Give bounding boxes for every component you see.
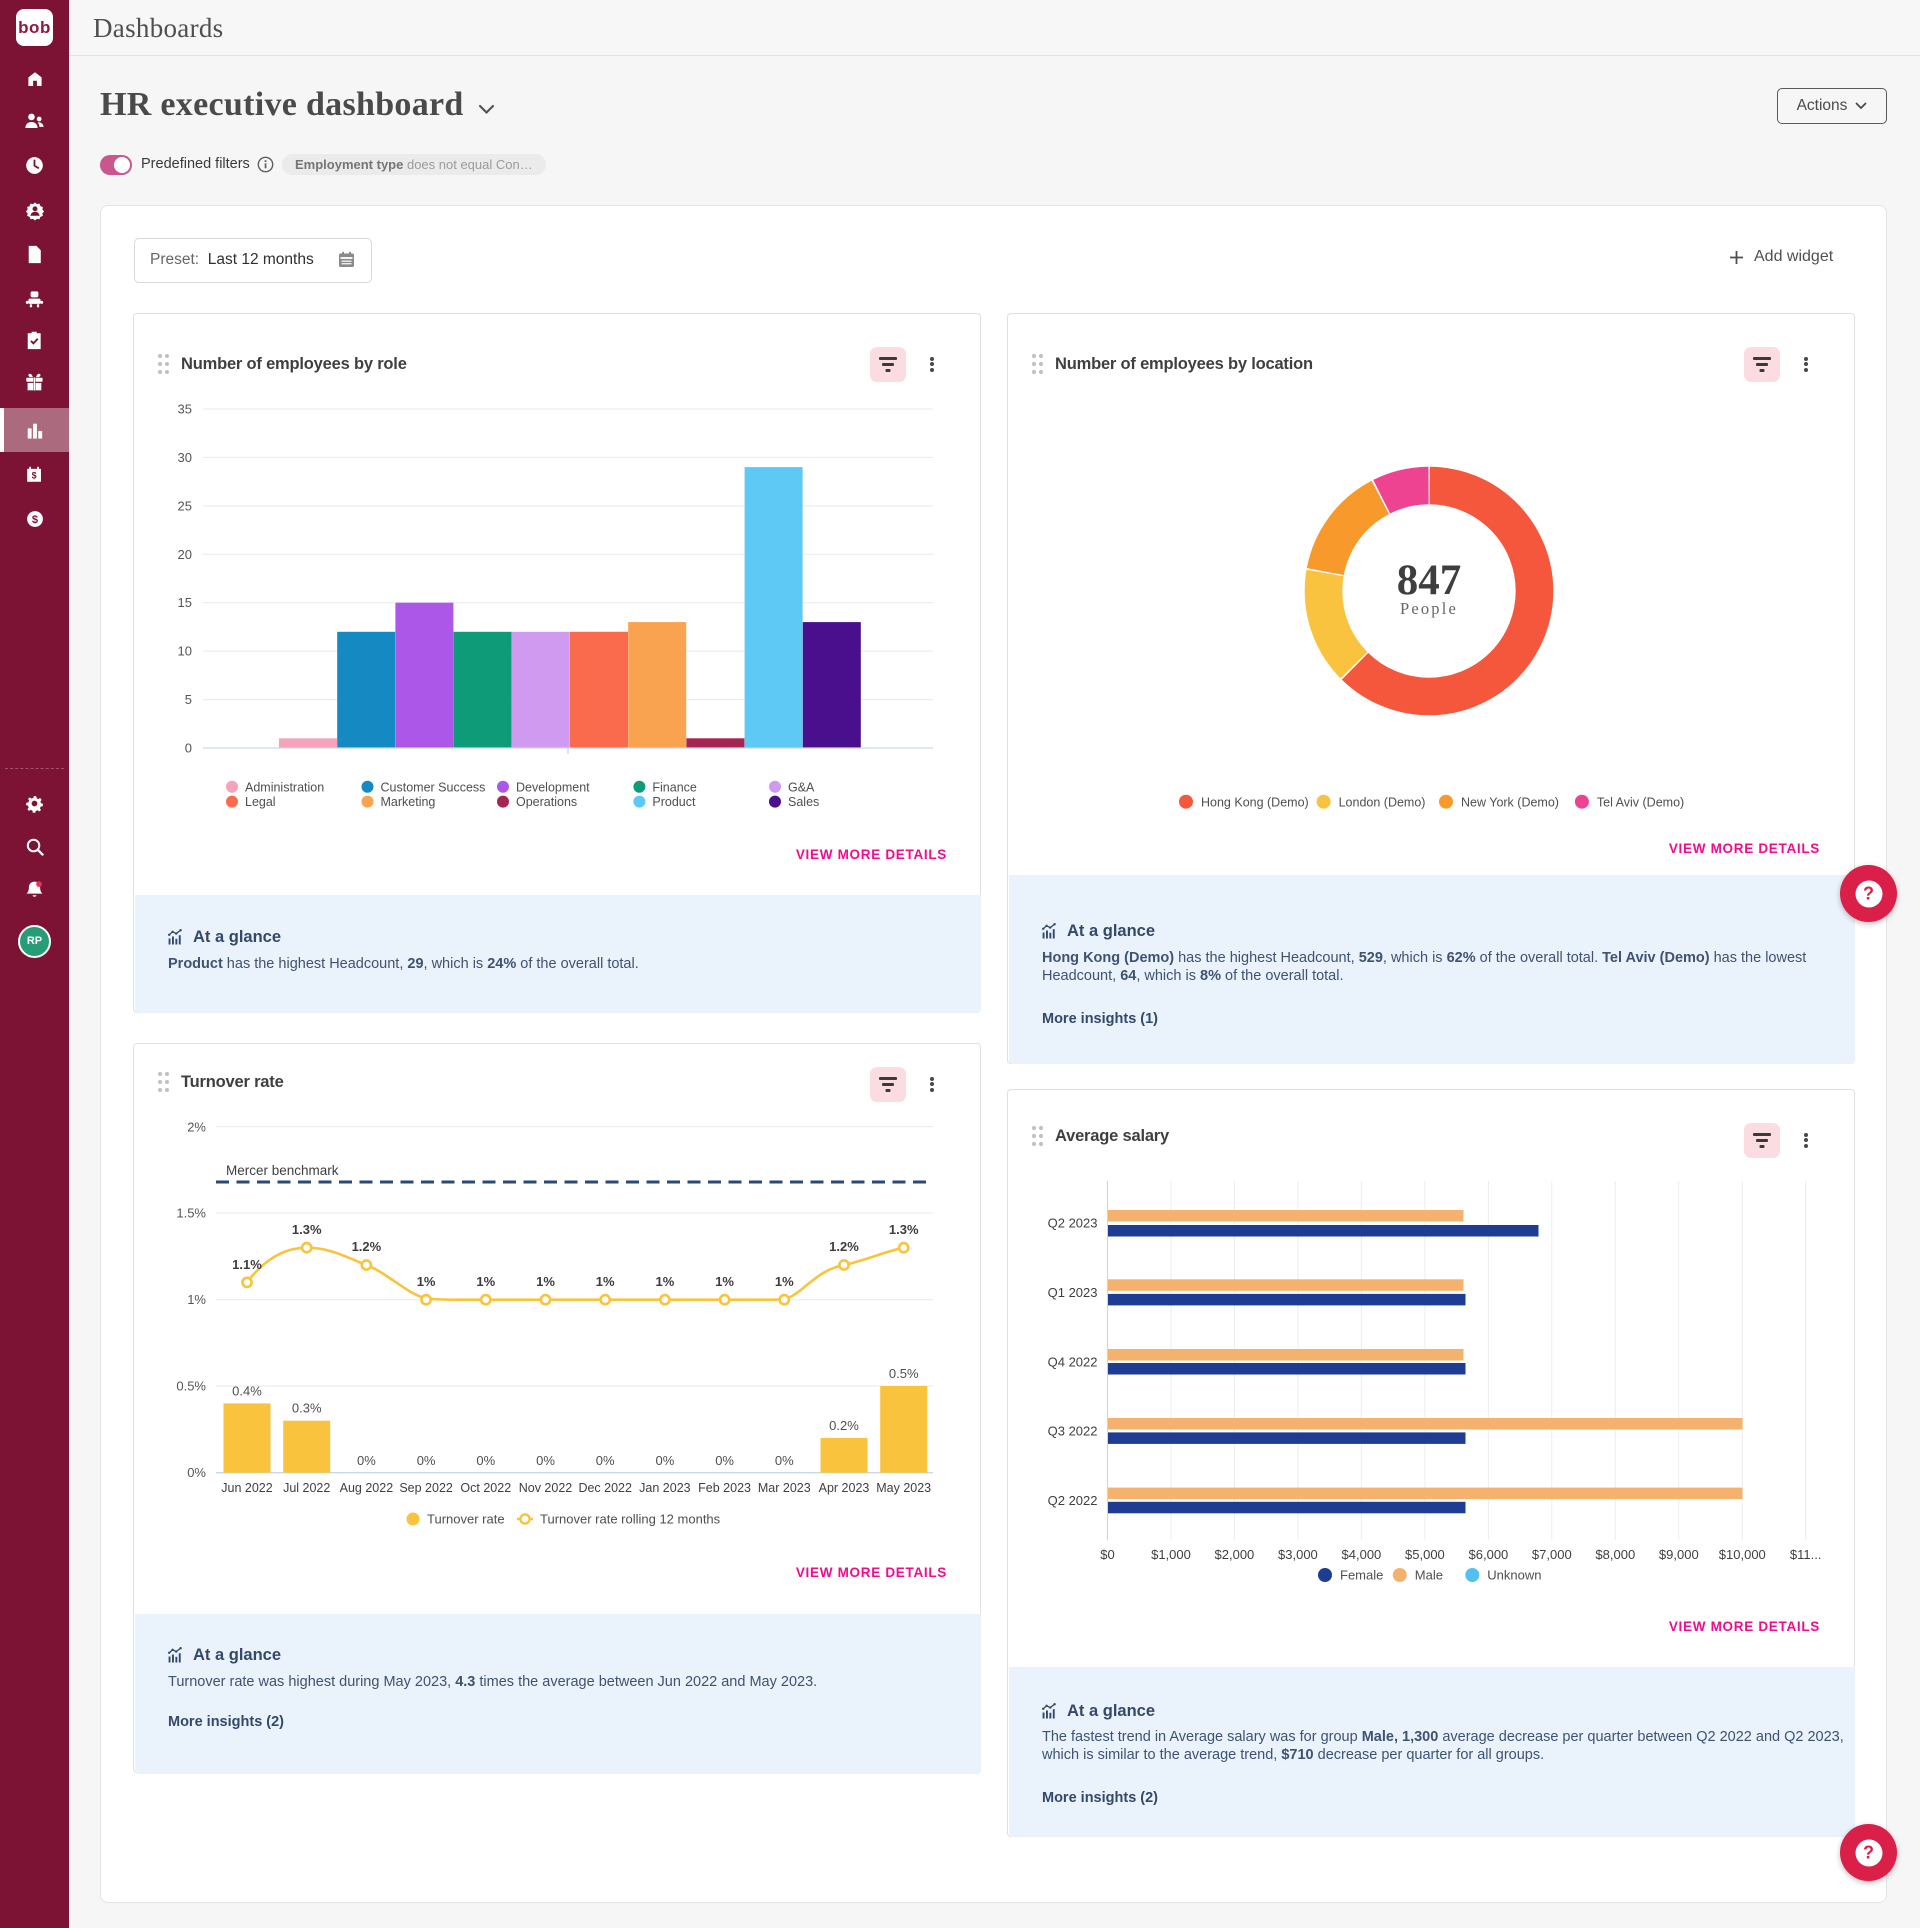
- svg-text:$7,000: $7,000: [1532, 1547, 1572, 1562]
- svg-text:5: 5: [185, 692, 192, 707]
- svg-text:Turnover rate: Turnover rate: [427, 1512, 505, 1527]
- svg-text:$4,000: $4,000: [1342, 1547, 1382, 1562]
- svg-text:Male: Male: [1415, 1568, 1443, 1583]
- svg-text:$0: $0: [1100, 1547, 1114, 1562]
- svg-text:Mercer benchmark: Mercer benchmark: [226, 1163, 339, 1178]
- svg-text:30: 30: [178, 450, 192, 465]
- svg-text:0.5%: 0.5%: [176, 1379, 206, 1394]
- svg-text:Legal: Legal: [245, 795, 276, 809]
- svg-text:$10,000: $10,000: [1719, 1547, 1766, 1562]
- svg-text:35: 35: [178, 402, 192, 417]
- svg-text:1%: 1%: [715, 1274, 734, 1289]
- svg-text:1.2%: 1.2%: [352, 1239, 382, 1254]
- svg-text:0%: 0%: [656, 1453, 675, 1468]
- svg-text:1.2%: 1.2%: [829, 1239, 859, 1254]
- svg-text:0.4%: 0.4%: [232, 1383, 262, 1398]
- svg-text:London (Demo): London (Demo): [1339, 795, 1426, 809]
- svg-text:0%: 0%: [476, 1453, 495, 1468]
- svg-text:25: 25: [178, 498, 192, 513]
- svg-text:Apr 2023: Apr 2023: [819, 1481, 870, 1495]
- svg-text:Unknown: Unknown: [1487, 1568, 1541, 1583]
- svg-text:$8,000: $8,000: [1595, 1547, 1635, 1562]
- svg-text:Jun 2022: Jun 2022: [221, 1481, 272, 1495]
- svg-text:0%: 0%: [357, 1453, 376, 1468]
- svg-text:1.1%: 1.1%: [232, 1257, 262, 1272]
- svg-text:1%: 1%: [656, 1274, 675, 1289]
- svg-text:Tel Aviv (Demo): Tel Aviv (Demo): [1597, 795, 1684, 809]
- svg-text:1.5%: 1.5%: [176, 1206, 206, 1221]
- svg-text:$6,000: $6,000: [1469, 1547, 1509, 1562]
- svg-text:0.3%: 0.3%: [292, 1401, 322, 1416]
- svg-text:0%: 0%: [715, 1453, 734, 1468]
- svg-text:New York (Demo): New York (Demo): [1461, 795, 1559, 809]
- svg-text:$1,000: $1,000: [1151, 1547, 1191, 1562]
- svg-text:2%: 2%: [187, 1119, 206, 1134]
- svg-text:1%: 1%: [596, 1274, 615, 1289]
- svg-text:847: 847: [1397, 557, 1462, 604]
- svg-text:People: People: [1400, 599, 1458, 618]
- svg-text:Female: Female: [1340, 1568, 1383, 1583]
- svg-text:0%: 0%: [536, 1453, 555, 1468]
- svg-text:1%: 1%: [417, 1274, 436, 1289]
- svg-text:Finance: Finance: [652, 780, 697, 794]
- svg-text:20: 20: [178, 547, 192, 562]
- svg-text:Mar 2023: Mar 2023: [758, 1481, 811, 1495]
- svg-text:Aug 2022: Aug 2022: [340, 1481, 394, 1495]
- svg-text:Q2 2023: Q2 2023: [1048, 1216, 1098, 1231]
- svg-text:Sales: Sales: [788, 795, 819, 809]
- svg-text:0%: 0%: [596, 1453, 615, 1468]
- svg-text:$2,000: $2,000: [1215, 1547, 1255, 1562]
- svg-text:Feb 2023: Feb 2023: [698, 1481, 751, 1495]
- svg-text:Jul 2022: Jul 2022: [283, 1481, 330, 1495]
- svg-text:Customer Success: Customer Success: [381, 780, 486, 794]
- svg-text:Q4 2022: Q4 2022: [1048, 1354, 1098, 1369]
- svg-text:Operations: Operations: [516, 795, 577, 809]
- svg-text:Product: Product: [652, 795, 696, 809]
- svg-text:$: $: [31, 513, 38, 525]
- svg-text:Hong Kong (Demo): Hong Kong (Demo): [1201, 795, 1309, 809]
- svg-text:10: 10: [178, 644, 192, 659]
- svg-text:Oct 2022: Oct 2022: [460, 1481, 511, 1495]
- svg-text:15: 15: [178, 595, 192, 610]
- svg-text:1.3%: 1.3%: [889, 1222, 919, 1237]
- svg-text:0%: 0%: [775, 1453, 794, 1468]
- svg-text:$5,000: $5,000: [1405, 1547, 1445, 1562]
- svg-text:Development: Development: [516, 780, 590, 794]
- svg-text:0.5%: 0.5%: [889, 1366, 919, 1381]
- svg-text:0.2%: 0.2%: [829, 1418, 859, 1433]
- svg-text:Dec 2022: Dec 2022: [578, 1481, 632, 1495]
- svg-text:1.3%: 1.3%: [292, 1222, 322, 1237]
- svg-text:0: 0: [185, 741, 192, 756]
- svg-text:$11...: $11...: [1790, 1547, 1822, 1562]
- svg-text:1%: 1%: [536, 1274, 555, 1289]
- svg-text:Marketing: Marketing: [381, 795, 436, 809]
- svg-text:Nov 2022: Nov 2022: [519, 1481, 573, 1495]
- svg-text:Q2 2022: Q2 2022: [1048, 1493, 1098, 1508]
- svg-text:May 2023: May 2023: [876, 1481, 931, 1495]
- svg-text:G&A: G&A: [788, 780, 815, 794]
- svg-text:1%: 1%: [476, 1274, 495, 1289]
- svg-text:0%: 0%: [187, 1465, 206, 1480]
- svg-text:Q1 2023: Q1 2023: [1048, 1285, 1098, 1300]
- svg-text:Administration: Administration: [245, 780, 324, 794]
- svg-text:$: $: [32, 470, 37, 480]
- svg-text:Q3 2022: Q3 2022: [1048, 1424, 1098, 1439]
- svg-text:0%: 0%: [417, 1453, 436, 1468]
- svg-text:$3,000: $3,000: [1278, 1547, 1318, 1562]
- svg-text:1%: 1%: [187, 1292, 206, 1307]
- svg-text:1%: 1%: [775, 1274, 794, 1289]
- svg-text:$9,000: $9,000: [1659, 1547, 1699, 1562]
- svg-text:Sep 2022: Sep 2022: [399, 1481, 453, 1495]
- svg-text:Jan 2023: Jan 2023: [639, 1481, 690, 1495]
- svg-text:Turnover rate rolling 12 month: Turnover rate rolling 12 months: [540, 1512, 721, 1527]
